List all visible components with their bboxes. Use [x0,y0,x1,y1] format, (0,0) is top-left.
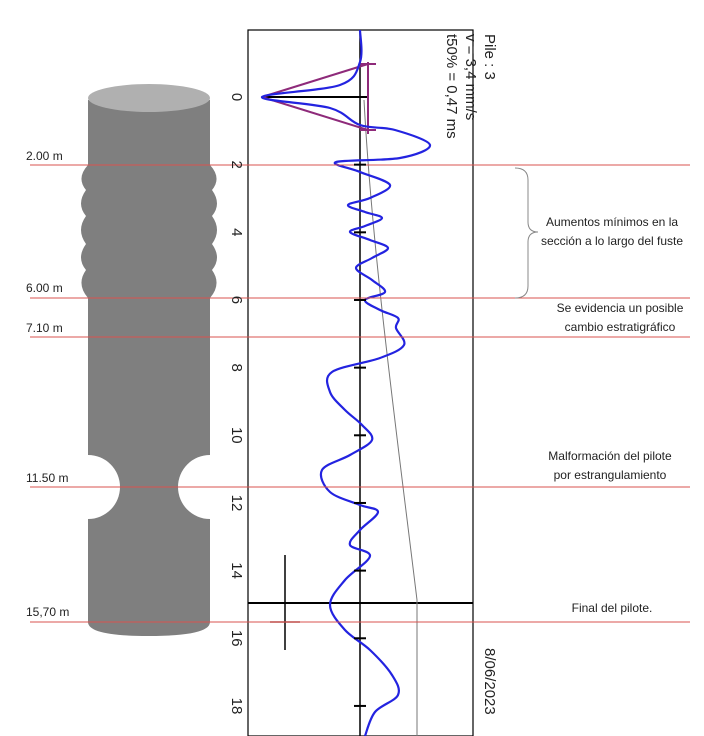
header-text: Pile : 3 [481,34,498,80]
signal-curve [260,29,432,736]
depth-tick-label: 4 [228,228,245,236]
level-label: 11.50 m [26,471,68,485]
depth-tick-label: 18 [228,698,245,715]
depth-tick-label: 14 [228,562,245,579]
annotation: Final del pilote. [572,601,653,615]
header-text: v = 3,4 mm/s [462,34,479,120]
annotation: Aumentos mínimos en la [546,215,678,229]
depth-tick-label: 10 [228,427,245,444]
pulse-markers [261,62,376,134]
header-text: t50% = 0,47 ms [443,34,460,139]
brace [514,167,539,299]
annotation: por estrangulamiento [554,468,667,482]
depth-tick-label: 16 [228,630,245,647]
header-text: 8/06/2023 [481,648,498,715]
depth-tick-label: 2 [228,160,245,168]
level-label: 2.00 m [26,149,63,163]
depth-tick-label: 0 [228,93,245,101]
reference-curve [363,99,418,736]
depth-tick-label: 8 [228,363,245,371]
depth-tick-label: 6 [228,296,245,304]
depth-tick-label: 12 [228,495,245,512]
level-label: 7.10 m [26,321,63,335]
annotation: Se evidencia un posible [557,301,684,315]
pile-shape [81,84,217,636]
annotation: cambio estratigráfico [565,320,676,334]
annotation: Malformación del pilote [548,449,672,463]
level-label: 6.00 m [26,281,63,295]
annotation: sección a lo largo del fuste [541,234,683,248]
level-label: 15,70 m [26,605,69,619]
level-lines [30,164,690,623]
